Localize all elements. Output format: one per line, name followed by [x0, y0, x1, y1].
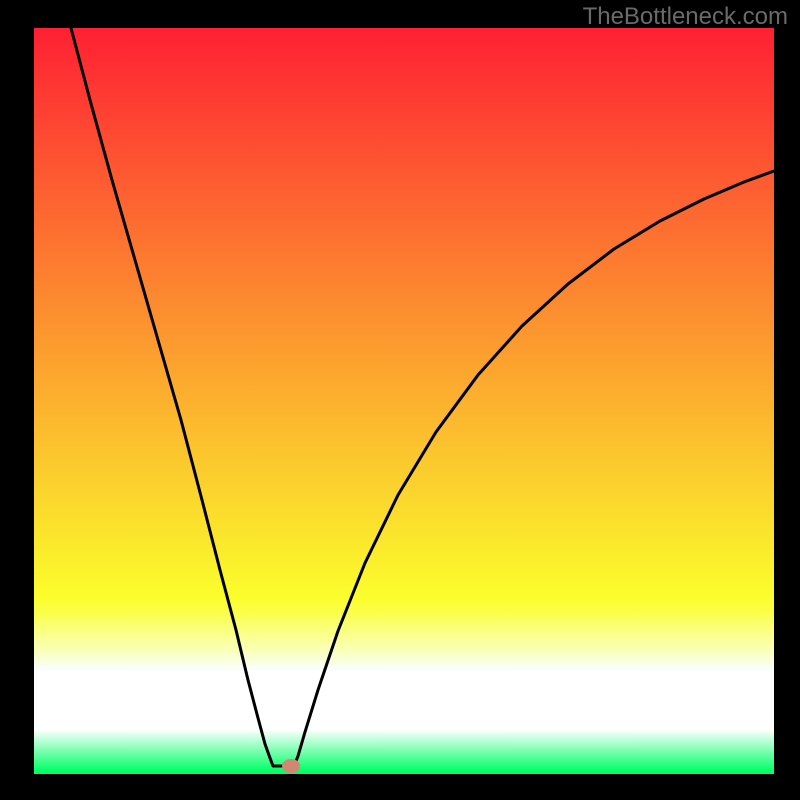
chart-overlay — [0, 0, 800, 800]
bottleneck-curve — [71, 28, 774, 766]
watermark-text: TheBottleneck.com — [583, 3, 788, 31]
optimal-point-marker — [282, 759, 300, 773]
